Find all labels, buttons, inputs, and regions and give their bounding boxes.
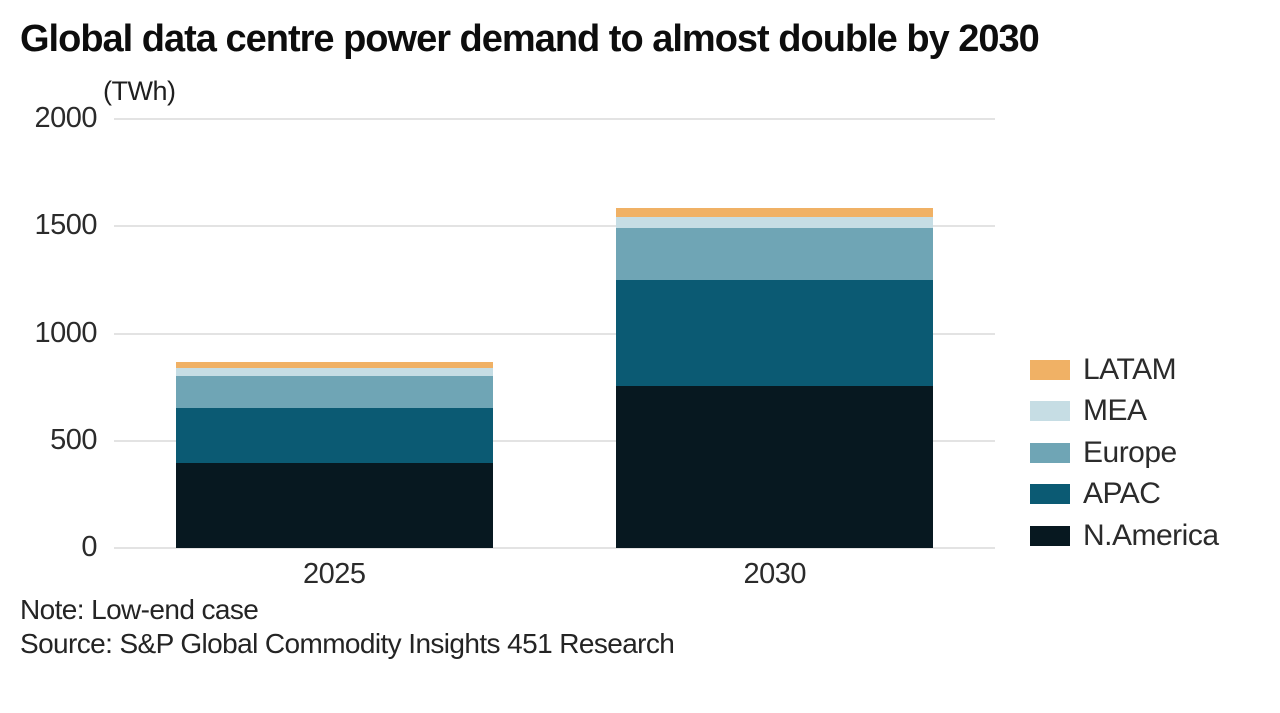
legend-item-apac: APAC xyxy=(1030,474,1219,516)
legend-label-n-america: N.America xyxy=(1083,518,1219,552)
legend: LATAM MEA Europe APAC N.America xyxy=(1030,349,1219,557)
legend-item-latam: LATAM xyxy=(1030,349,1219,391)
gridline-1000 xyxy=(114,332,995,335)
x-axis-tick-label-2025: 2025 xyxy=(302,558,366,590)
y-axis-tick-label-2000: 2000 xyxy=(34,102,97,134)
bar-segment-mea-2025 xyxy=(175,367,493,377)
bar-segment-latam-2025 xyxy=(175,362,493,368)
legend-label-latam: LATAM xyxy=(1083,352,1177,386)
chart-note: Note: Low-end case xyxy=(20,594,259,625)
bar-segment-europe-2030 xyxy=(616,228,934,280)
gridline-0 xyxy=(114,547,995,549)
y-axis-unit-label: (TWh) xyxy=(103,76,176,106)
gridline-2000 xyxy=(114,118,995,120)
bar-segment-apac-2025 xyxy=(175,407,493,464)
bar-segment-latam-2030 xyxy=(616,208,934,217)
legend-label-mea: MEA xyxy=(1083,394,1147,428)
legend-swatch-europe xyxy=(1030,442,1070,463)
bar-segment-n-america-2025 xyxy=(175,463,493,548)
bar-2030 xyxy=(616,208,934,548)
chart-source: Source: S&P Global Commodity Insights 45… xyxy=(20,628,675,659)
legend-label-apac: APAC xyxy=(1083,477,1161,511)
x-axis-tick-label-2030: 2030 xyxy=(743,558,807,590)
legend-swatch-latam xyxy=(1030,359,1070,380)
legend-item-n-america: N.America xyxy=(1030,515,1219,557)
gridline-1500 xyxy=(114,225,995,228)
bar-segment-n-america-2030 xyxy=(616,386,934,548)
legend-swatch-apac xyxy=(1030,484,1070,505)
legend-item-europe: Europe xyxy=(1030,432,1219,474)
gridline-500 xyxy=(114,439,995,442)
chart-title: Global data centre power demand to almos… xyxy=(20,18,1040,60)
legend-swatch-mea xyxy=(1030,401,1070,422)
legend-label-europe: Europe xyxy=(1083,435,1177,469)
legend-swatch-n-america xyxy=(1030,525,1070,546)
legend-item-mea: MEA xyxy=(1030,391,1219,433)
bar-segment-europe-2025 xyxy=(175,376,493,408)
y-axis-tick-label-500: 500 xyxy=(50,423,97,456)
y-axis-tick-label-1500: 1500 xyxy=(34,209,97,242)
plot-area xyxy=(114,118,995,549)
bar-segment-mea-2030 xyxy=(616,216,934,229)
y-axis-tick-label-0: 0 xyxy=(81,531,97,563)
bar-segment-apac-2030 xyxy=(616,279,934,387)
y-axis-tick-label-1000: 1000 xyxy=(34,316,97,349)
bar-2025 xyxy=(175,362,493,548)
